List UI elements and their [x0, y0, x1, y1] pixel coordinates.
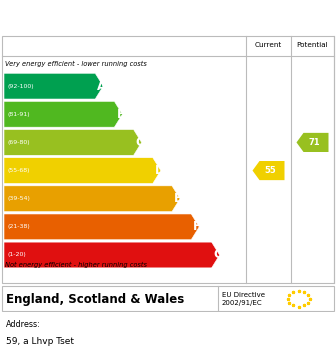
Polygon shape — [4, 242, 220, 268]
Polygon shape — [4, 130, 141, 155]
Text: E: E — [174, 192, 182, 205]
Polygon shape — [4, 102, 122, 127]
Text: (69-80): (69-80) — [8, 140, 31, 145]
Text: (21-38): (21-38) — [8, 224, 31, 229]
Text: (92-100): (92-100) — [8, 84, 35, 89]
Text: C: C — [136, 136, 144, 149]
Text: (39-54): (39-54) — [8, 196, 31, 201]
Text: Address:: Address: — [6, 320, 41, 329]
Text: A: A — [97, 80, 106, 93]
Text: Very energy efficient - lower running costs: Very energy efficient - lower running co… — [5, 61, 147, 67]
Text: B: B — [116, 108, 125, 121]
Text: 55: 55 — [264, 166, 276, 175]
Polygon shape — [252, 161, 285, 180]
Text: Energy Efficiency Rating: Energy Efficiency Rating — [63, 10, 273, 24]
Text: D: D — [155, 164, 165, 177]
Text: 71: 71 — [308, 138, 320, 147]
Polygon shape — [4, 73, 103, 99]
Polygon shape — [296, 133, 329, 152]
Text: 2002/91/EC: 2002/91/EC — [222, 300, 263, 306]
Text: (55-68): (55-68) — [8, 168, 31, 173]
Text: Potential: Potential — [297, 42, 328, 48]
Polygon shape — [4, 158, 161, 184]
Text: (1-20): (1-20) — [8, 252, 27, 257]
Polygon shape — [4, 214, 199, 240]
Text: Not energy efficient - higher running costs: Not energy efficient - higher running co… — [5, 262, 147, 268]
Text: England, Scotland & Wales: England, Scotland & Wales — [6, 293, 184, 306]
Text: EU Directive: EU Directive — [222, 292, 265, 298]
Text: G: G — [214, 248, 223, 262]
Text: (81-91): (81-91) — [8, 112, 31, 117]
Text: Current: Current — [255, 42, 282, 48]
Polygon shape — [4, 186, 180, 212]
Text: F: F — [193, 220, 201, 233]
Text: 59, a Lhvp Tset: 59, a Lhvp Tset — [6, 337, 74, 346]
